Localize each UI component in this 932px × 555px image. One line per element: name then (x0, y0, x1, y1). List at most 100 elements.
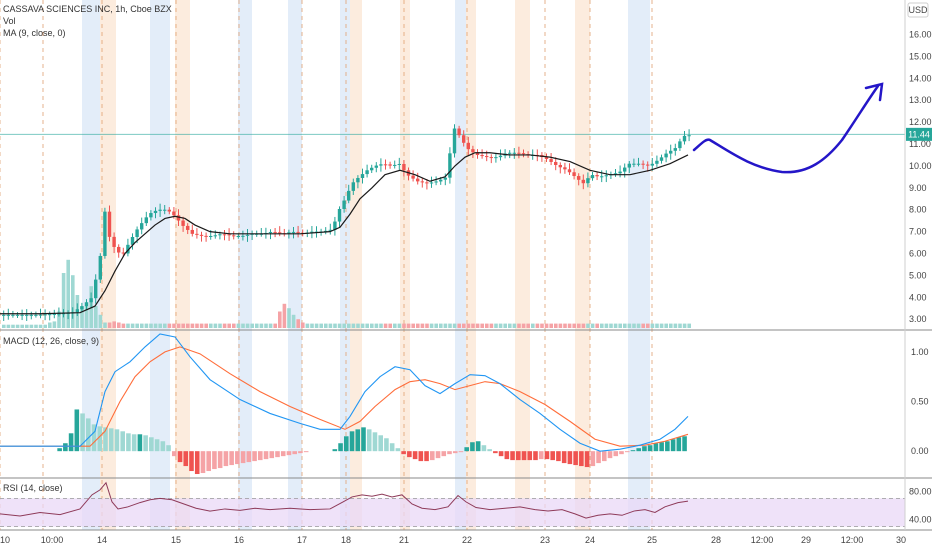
macd-tick-labels: 1.00 0.50 0.00 (911, 347, 929, 456)
candle-body (34, 314, 38, 316)
candle-body (650, 163, 654, 166)
candle-body (521, 153, 526, 155)
candle-body (52, 313, 56, 315)
candle-body (581, 179, 585, 184)
macd-histogram-bar (269, 451, 275, 459)
macd-histogram-bar (91, 424, 97, 452)
volume-bar (135, 323, 139, 328)
candle-body (84, 302, 89, 307)
volume-bar (521, 323, 526, 328)
macd-histogram-bar (395, 448, 401, 452)
candle-body (43, 314, 47, 316)
candle-body (186, 225, 190, 230)
legend-ma: MA (9, close, 0) (3, 28, 66, 38)
candle-body (397, 163, 401, 165)
macd-histogram-bar (584, 451, 590, 468)
time-tick: 15 (171, 535, 181, 545)
rsi-tick: 80.00 (909, 486, 932, 496)
rsi-panel[interactable]: RSI (14, close) (0, 481, 905, 527)
candle-body (365, 170, 369, 175)
candle-body (75, 309, 79, 313)
candle-body (416, 178, 420, 182)
time-axis[interactable]: 10 10:00 14 15 16 17 18 21 22 23 24 25 28 12:00 29 12:0… (0, 535, 906, 545)
volume-bar (20, 324, 24, 328)
volume-bar (80, 306, 84, 328)
macd-histogram-bar (498, 451, 504, 457)
macd-histogram-bar (252, 451, 257, 462)
volume-bar (103, 322, 107, 328)
volume-bar (199, 323, 204, 328)
candle-body (103, 211, 107, 256)
volume-bar (121, 323, 126, 328)
volume-bar (360, 323, 365, 328)
price-panel[interactable]: CASSAVA SCIENCES INC, 1h, Cboe BZX Vol M… (0, 4, 905, 328)
volume-bar (213, 323, 218, 328)
price-legend: CASSAVA SCIENCES INC, 1h, Cboe BZX Vol M… (3, 4, 172, 38)
session-band (340, 0, 350, 530)
macd-panel[interactable]: MACD (12, 26, close, 9) (0, 333, 689, 475)
session-band (575, 0, 590, 530)
candle-body (218, 234, 222, 236)
candle-body (89, 298, 93, 303)
candle-body (480, 155, 484, 157)
hand-drawn-projection-curve[interactable] (692, 84, 880, 174)
macd-histogram-bar (550, 451, 555, 461)
session-band (455, 0, 466, 530)
candle-body (245, 234, 250, 236)
volume-bar (264, 323, 268, 328)
candle-body (554, 161, 558, 165)
volume-bar (517, 323, 521, 328)
macd-histogram-bar (68, 433, 74, 452)
price-tick: 6.00 (909, 249, 927, 259)
price-tick: 13.00 (909, 95, 932, 105)
macd-histogram-bar (676, 437, 682, 452)
macd-histogram-bar (481, 445, 487, 452)
volume-bar (301, 322, 305, 328)
candle-body (434, 181, 438, 183)
volume-bar (590, 323, 595, 328)
macd-histogram-bar (567, 451, 573, 465)
time-tick: 18 (341, 535, 351, 545)
macd-histogram-bar (355, 429, 361, 452)
volume-bar (448, 323, 452, 328)
candle-body (351, 182, 355, 191)
macd-histogram-bar (229, 451, 234, 466)
volume-bars (2, 259, 691, 328)
volume-bar (457, 323, 461, 328)
volume-bar (466, 323, 471, 328)
macd-histogram-bar (97, 426, 103, 452)
candle-body (135, 229, 139, 237)
volume-bar (232, 323, 236, 328)
macd-histogram-bar (126, 433, 131, 452)
volume-bar (163, 323, 167, 328)
candle-body (673, 148, 677, 151)
volume-bar (278, 311, 282, 328)
candle-body (38, 314, 43, 316)
candle-body (172, 211, 176, 216)
candle-body (61, 313, 66, 315)
session-band (628, 0, 650, 530)
currency-button[interactable] (907, 2, 929, 18)
volume-bar (475, 323, 480, 328)
candle-body (669, 150, 673, 154)
macd-tick: 0.50 (911, 397, 929, 407)
macd-histogram-bar (516, 451, 521, 461)
macd-histogram-bar (556, 451, 561, 462)
volume-bar (494, 323, 498, 328)
candle-body (402, 163, 406, 171)
candle-body (623, 167, 627, 172)
rsi-tick: 40.00 (909, 515, 932, 525)
volume-bar (310, 323, 314, 328)
volume-bar (314, 323, 319, 328)
price-scale[interactable]: USD 16.00 15.00 14.00 13.00 12.00 11.00 10.00 9… (904, 0, 932, 530)
candle-body (595, 175, 599, 177)
volume-bar (641, 323, 645, 328)
price-tick: 9.00 (909, 183, 927, 193)
volume-bar (48, 322, 52, 328)
volume-bar (678, 323, 682, 328)
volume-bar (411, 323, 415, 328)
volume-bar (673, 323, 678, 328)
volume-bar (347, 323, 351, 328)
